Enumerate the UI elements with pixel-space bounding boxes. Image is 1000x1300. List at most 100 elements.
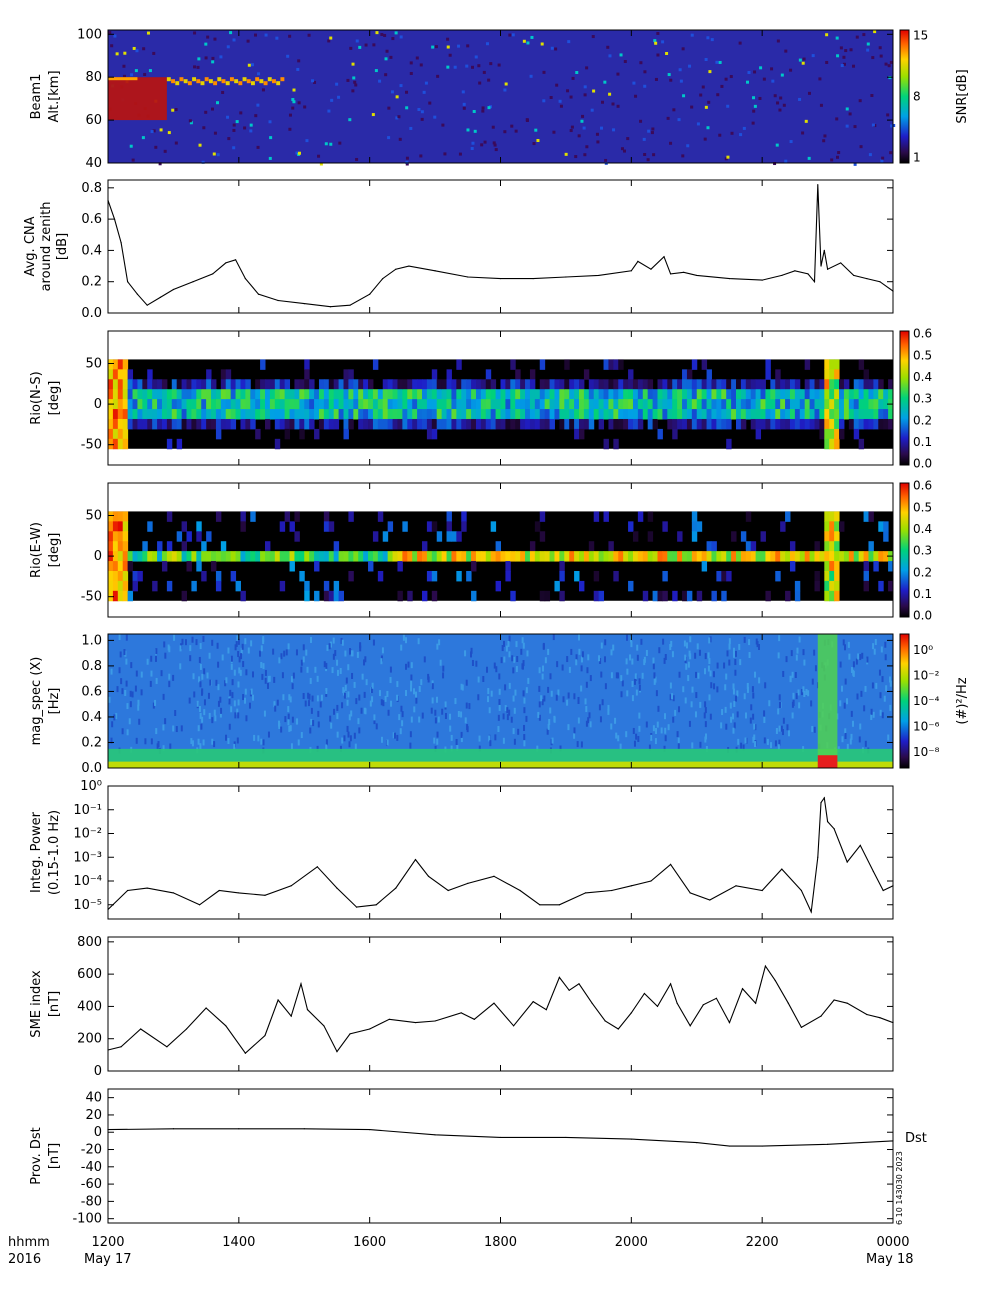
mag_spec-cell [857, 653, 860, 660]
rio_ew-cell [279, 521, 286, 532]
rio_ew-cell [760, 551, 766, 562]
cna-ylabel-0: Avg. CNA [23, 216, 38, 276]
rio_ns-cell [255, 428, 261, 440]
rio_ns-cell [824, 428, 830, 440]
rio_ew-cell [161, 561, 168, 572]
rio_ns-cell [819, 399, 825, 410]
rio_ns-cell [858, 399, 865, 410]
beam1-cell [842, 55, 846, 59]
rio_ew-cell [721, 590, 727, 602]
sme-point [689, 1025, 691, 1027]
rio_ns-cell [485, 369, 492, 380]
rio_ns-cell [505, 389, 511, 400]
rio_ns-cell [672, 389, 678, 400]
mag_spec-cell [547, 648, 550, 655]
beam1-cell [122, 64, 126, 68]
rio_ns-cell [579, 399, 585, 410]
mag_spec-cell [138, 718, 141, 725]
mag_spec-cell [257, 735, 260, 742]
beam1-cell [654, 77, 658, 81]
beam1-cell [571, 76, 575, 80]
mag_spec-cell [200, 723, 203, 730]
integ_power-point [414, 859, 417, 861]
rio_ew-cell [883, 521, 889, 532]
rio_ew-cell [314, 561, 320, 572]
rio_ns-cell [289, 409, 295, 420]
mag_spec-cell [803, 659, 806, 666]
mag_spec-cell [688, 650, 691, 657]
mag_spec-cell [173, 634, 176, 641]
rio_ns-cell [211, 418, 217, 430]
mag_spec-cell [662, 638, 665, 645]
rio_ns-cell [843, 379, 850, 390]
mag_spec-cell [154, 655, 157, 662]
rio_ns-cell [328, 409, 335, 420]
rio_ew-cell [814, 541, 820, 552]
mag_spec-cell [234, 644, 237, 651]
rio_ns-cell [824, 379, 830, 390]
rio_ns-cell [608, 359, 614, 370]
rio_ns-cell [431, 418, 438, 430]
rio_ns-cell [220, 418, 227, 430]
rio_ns-cell [412, 389, 418, 400]
mag_spec-cell [477, 676, 480, 683]
rio_ns-cell [368, 399, 374, 410]
rio_ew-cell [520, 551, 526, 562]
rio_ns-cell [839, 409, 845, 420]
mag_spec-cell [283, 650, 286, 657]
rio_ew-cell [628, 521, 634, 532]
mag_spec-cell [553, 715, 556, 722]
mag_spec-cell [306, 666, 309, 673]
rio_ew-cell [696, 521, 703, 532]
rio_ns-cell [632, 409, 639, 420]
mag_spec-cell [155, 728, 158, 735]
beam1-cell [782, 103, 786, 107]
beam1-cell [152, 129, 156, 133]
mag_spec-cell [290, 743, 293, 750]
rio_ns-cell [436, 389, 443, 400]
rio_ns-ytick-label-2: 50 [85, 356, 102, 371]
rio_ns-cell [583, 418, 590, 430]
rio_ns-cell [431, 389, 438, 400]
beam1-cell [489, 62, 493, 66]
beam1-cell [415, 56, 419, 60]
mag_spec-cell [503, 640, 506, 647]
rio_ew-cell [706, 541, 712, 552]
mag_spec-cell [231, 692, 234, 699]
rio_ns-cell [588, 389, 595, 400]
beam1-cell [167, 131, 171, 135]
beam1-cell [835, 36, 839, 40]
beam1-cell [843, 62, 847, 66]
mag_spec-cell [870, 708, 873, 715]
beam1-cell [206, 35, 210, 39]
rio_ns-cell [853, 418, 860, 430]
rio_ew-cell [510, 551, 516, 562]
beam1-echo-patch [242, 77, 247, 82]
mag_spec-cell [669, 643, 672, 650]
mag_spec-cell [336, 659, 339, 666]
beam1-cell [542, 99, 546, 103]
rio_ns-cell [117, 428, 124, 440]
beam1-cell [487, 106, 491, 110]
rio_ns-cell [284, 418, 291, 430]
rio_ns-cell [441, 379, 448, 390]
rio_ew-cell [647, 531, 654, 542]
beam1-cell [819, 103, 823, 107]
rio_ns-cell [108, 369, 114, 380]
mag_spec-cell [729, 702, 732, 709]
beam1-cell [549, 95, 553, 99]
rio_ns-cell [613, 438, 619, 450]
rio_ns-cell [873, 379, 879, 390]
rio_ns-cell [456, 359, 462, 370]
rio_ns-cell [863, 379, 869, 390]
mag_spec-cell [638, 725, 641, 732]
rio_ew-cell [132, 551, 138, 562]
beam1-cell [219, 55, 223, 59]
beam1-cell [261, 88, 265, 92]
mag_spec-cell [811, 725, 814, 732]
cna-point [113, 218, 116, 220]
rio_ew-cell [372, 531, 379, 542]
mag_spec-cell [798, 702, 801, 709]
mag_spec-cell [527, 677, 530, 684]
rio_ns-cell [848, 409, 855, 420]
